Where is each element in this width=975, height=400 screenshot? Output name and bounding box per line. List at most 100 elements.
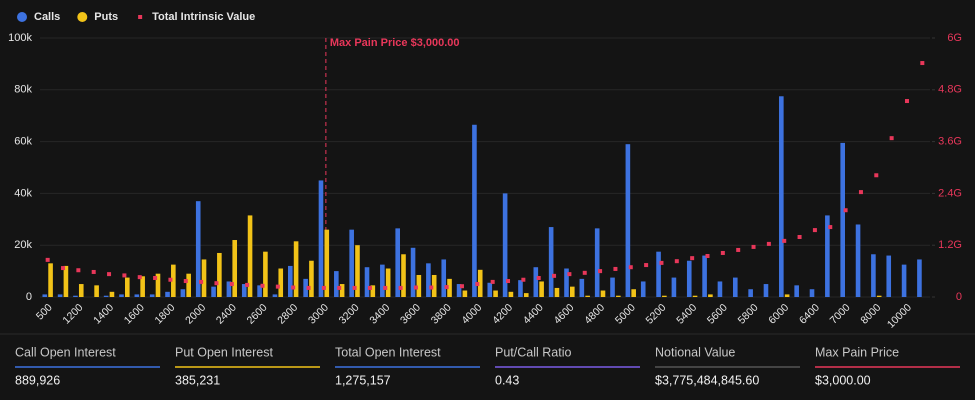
bar [385, 268, 391, 297]
bar [278, 268, 284, 297]
bar [686, 260, 692, 297]
marker [920, 61, 925, 66]
bar [410, 247, 416, 297]
bar [477, 269, 483, 297]
bar [195, 201, 201, 297]
marker [275, 284, 280, 289]
stat-value: $3,775,484,845.60 [655, 373, 759, 387]
bar [334, 271, 339, 297]
legend-label: Total Intrinsic Value [152, 11, 255, 23]
legend-label: Puts [94, 11, 118, 23]
stat-label: Put/Call Ratio [495, 345, 571, 359]
marker [444, 285, 449, 290]
bar [318, 180, 324, 297]
bar [380, 264, 385, 297]
marker [659, 260, 664, 265]
bar [180, 289, 186, 297]
marker [45, 257, 50, 262]
bar [564, 268, 569, 297]
bar [416, 274, 422, 297]
bar [610, 277, 615, 297]
bar [211, 286, 216, 297]
bar [272, 294, 278, 297]
bar [257, 285, 262, 297]
bar [247, 215, 253, 297]
stat-value: 889,926 [15, 373, 60, 387]
bar [201, 259, 207, 297]
bar [140, 276, 145, 297]
marker [137, 275, 142, 280]
marker [567, 272, 572, 277]
bar [579, 278, 585, 297]
bar [901, 264, 907, 297]
marker [628, 265, 633, 270]
bar [441, 259, 447, 297]
marker [168, 277, 173, 282]
bar [462, 290, 468, 297]
legend-label: Calls [34, 11, 60, 23]
bar [355, 245, 360, 297]
bar [349, 229, 354, 297]
bar [502, 193, 508, 297]
bar [600, 290, 606, 297]
bar [702, 255, 707, 297]
y-tick-label: 20k [14, 239, 32, 251]
bar [671, 277, 677, 297]
bar [825, 215, 830, 297]
marker [843, 208, 848, 213]
marker [459, 284, 464, 289]
marker [874, 173, 879, 178]
bar [569, 286, 575, 297]
y-tick-label: 0 [26, 291, 32, 303]
marker [229, 282, 234, 287]
marker [413, 285, 418, 290]
bar [794, 285, 799, 297]
bar [171, 264, 176, 297]
marker [398, 285, 403, 290]
bar [309, 260, 314, 297]
bar [431, 274, 437, 297]
marker [245, 282, 250, 287]
legend-marker [17, 12, 27, 22]
marker [797, 234, 802, 239]
bar [48, 263, 53, 297]
marker [812, 228, 817, 233]
bar [763, 284, 769, 297]
bar [886, 255, 892, 297]
marker [352, 285, 357, 290]
marker [61, 266, 66, 271]
bar [165, 291, 170, 297]
legend-marker [77, 12, 88, 22]
bar [855, 224, 861, 297]
y-tick-label: 60k [14, 136, 32, 148]
bar [779, 96, 784, 298]
marker [521, 277, 526, 282]
bar [539, 281, 544, 297]
stat-value: $3,000.00 [815, 373, 871, 387]
bar [226, 281, 232, 297]
y-tick-label: 100k [8, 32, 32, 44]
bar [717, 281, 723, 297]
bar [241, 284, 247, 297]
marker [337, 285, 342, 290]
marker [367, 285, 372, 290]
bar [401, 254, 406, 297]
bar [625, 144, 631, 297]
bar [287, 265, 293, 297]
bar [472, 124, 477, 297]
bar [456, 284, 462, 297]
bar [640, 281, 646, 297]
bar [364, 267, 370, 297]
bar [447, 278, 452, 297]
bar [94, 285, 99, 297]
bar [748, 289, 753, 297]
y2-tick-label: 1.2G [938, 239, 962, 251]
bar [523, 293, 529, 297]
bar [594, 228, 600, 297]
bar [518, 280, 523, 297]
bar [616, 295, 621, 297]
bar [78, 284, 84, 297]
marker [736, 247, 741, 252]
y2-tick-label: 6G [947, 32, 962, 44]
